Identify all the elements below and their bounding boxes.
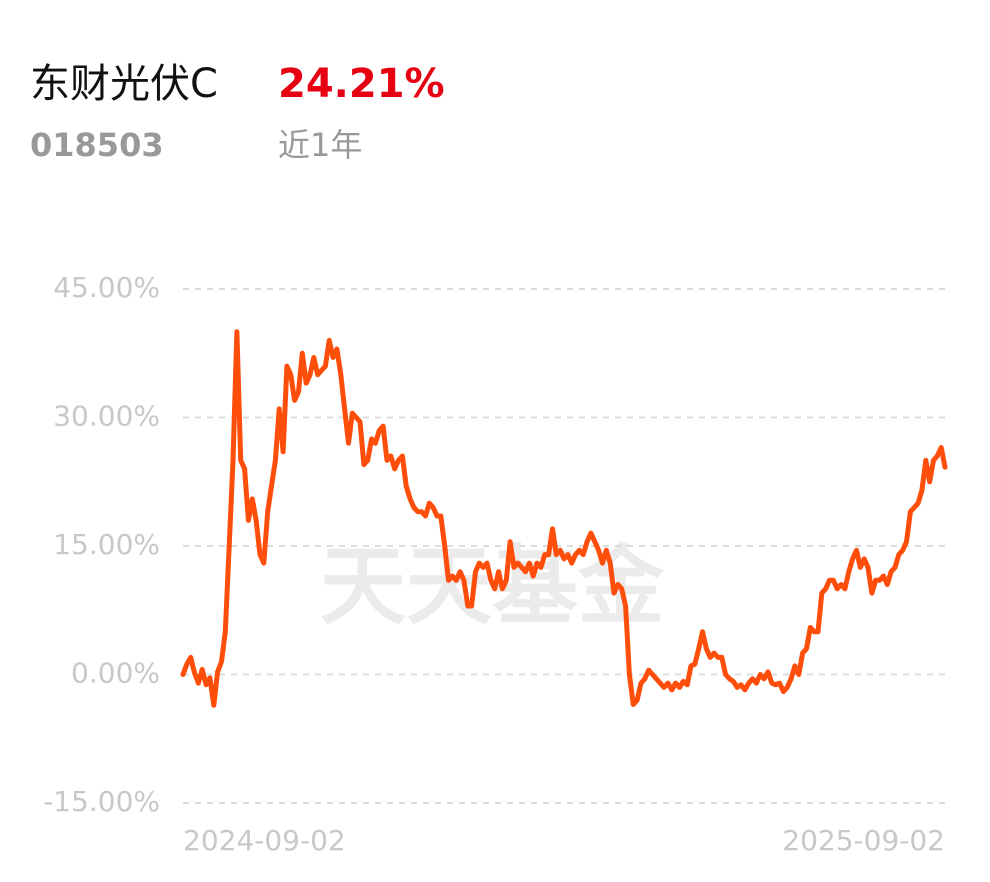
- period: 近1年: [278, 126, 362, 164]
- return-value: 24.21%: [278, 61, 445, 107]
- y-tick-label: 30.00%: [53, 400, 160, 433]
- y-tick-label: 0.00%: [71, 657, 160, 690]
- y-tick-label: -15.00%: [43, 785, 160, 818]
- x-tick-label: 2024-09-02: [183, 824, 346, 857]
- y-tick-label: 15.00%: [53, 528, 160, 561]
- x-tick-label: 2025-09-02: [782, 824, 945, 857]
- fund-code: 018503: [30, 126, 164, 164]
- line-series: [180, 329, 948, 708]
- y-tick-label: 45.00%: [53, 271, 160, 304]
- fund-name: 东财光伏C: [30, 61, 218, 107]
